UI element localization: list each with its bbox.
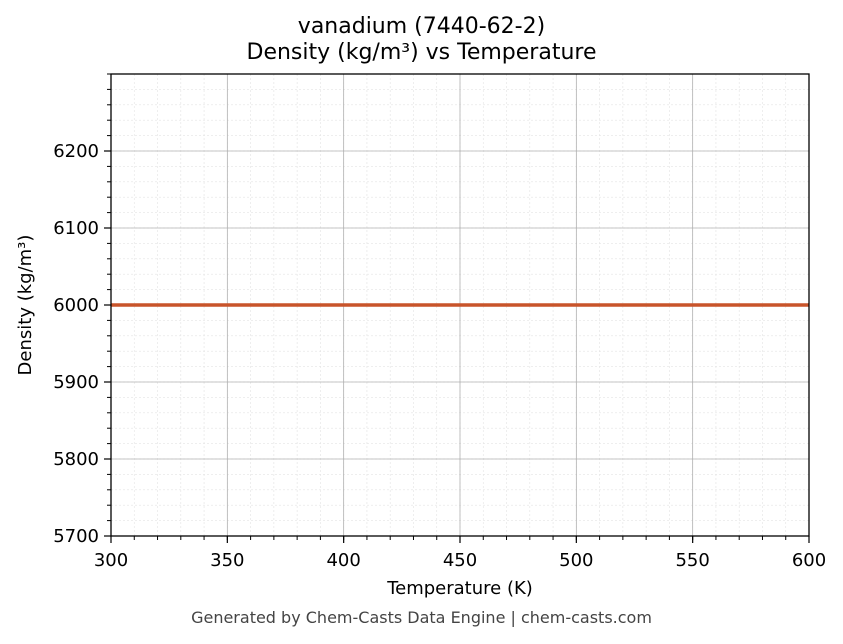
x-tick-label: 500 [559,550,593,571]
y-tick-label: 5900 [53,372,99,393]
x-tick-label: 550 [675,550,709,571]
x-tick-label: 600 [792,550,826,571]
density-chart: 300 350 400 450 500 550 600 5700 5800 5900 6000 610… [15,73,826,599]
footer-credit: Generated by Chem-Casts Data Engine | ch… [191,608,652,627]
y-tick-label: 5700 [53,526,99,547]
x-axis-label: Temperature (K) [386,578,533,599]
x-tick-label: 350 [210,550,244,571]
y-tick-label: 6000 [53,295,99,316]
chart-title-line-2: Density (kg/m³) vs Temperature [246,40,597,65]
y-axis-label: Density (kg/m³) [15,235,36,376]
x-tick-label: 450 [443,550,477,571]
y-tick-label: 5800 [53,449,99,470]
x-tick-label: 400 [326,550,360,571]
tick-labels: 300 350 400 450 500 550 600 5700 5800 5900 6000 610… [53,141,826,571]
axis-ticks [104,73,810,543]
chart-title-line-1: vanadium (7440-62-2) [297,14,546,39]
y-tick-label: 6200 [53,141,99,162]
x-tick-label: 300 [94,550,128,571]
y-tick-label: 6100 [53,218,99,239]
